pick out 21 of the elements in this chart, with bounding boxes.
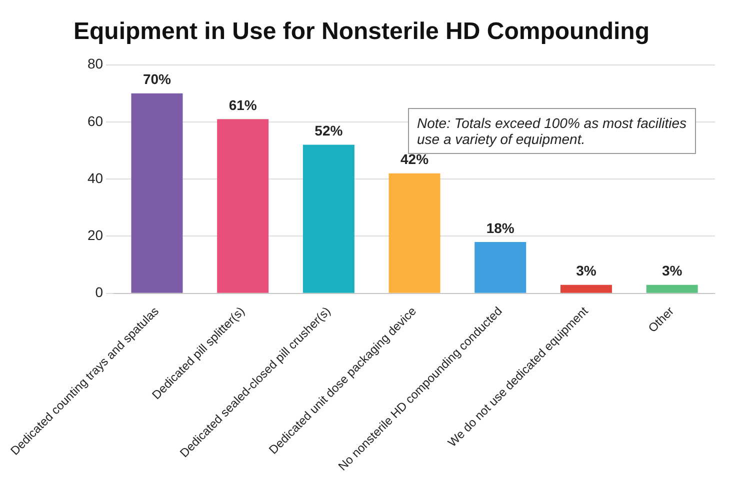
bar (560, 284, 612, 293)
data-label: 52% (314, 122, 344, 139)
bar (474, 242, 526, 293)
bar (131, 93, 183, 293)
data-label: 70% (142, 71, 172, 88)
y-tick-label: 40 (87, 170, 104, 186)
data-label: 18% (486, 220, 515, 236)
chart-title: Equipment in Use for Nonsterile HD Compounding (74, 18, 650, 46)
y-tick-label: 20 (87, 227, 104, 244)
bar (217, 119, 269, 293)
data-label: 42% (400, 151, 430, 168)
data-label: 3% (662, 262, 683, 279)
y-tick-label: 60 (87, 112, 104, 129)
annotation: Note: Totals exceed 100% as most facilities use a variety of equipment. (417, 115, 687, 147)
bar (388, 173, 440, 293)
bar (646, 284, 698, 293)
data-label: 3% (576, 262, 597, 279)
data-label: 61% (228, 96, 258, 113)
bar (302, 144, 354, 293)
y-tick-label: 80 (87, 56, 104, 72)
y-tick-label: 0 (95, 284, 104, 300)
